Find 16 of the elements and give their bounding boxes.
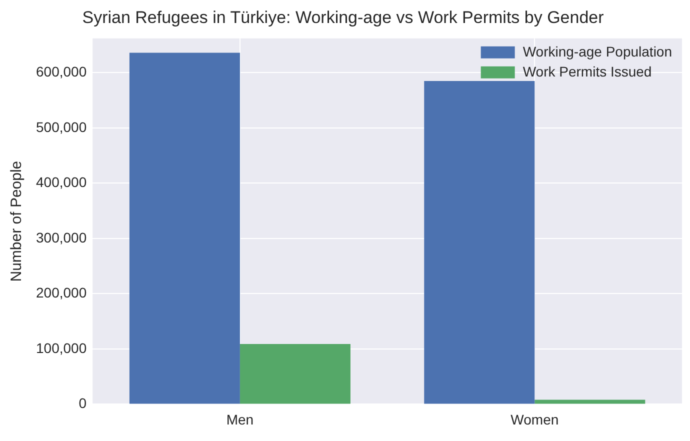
x-tick-label: Women xyxy=(510,411,559,428)
legend-label: Working-age Population xyxy=(522,43,672,60)
y-tick-label: 200,000 xyxy=(36,284,87,301)
bar xyxy=(129,52,240,404)
y-tick-label: 600,000 xyxy=(36,64,87,80)
bar xyxy=(240,344,350,404)
chart-title: Syrian Refugees in Türkiye: Working-age vs Work Permits by Gender xyxy=(82,8,604,27)
y-tick-label: 0 xyxy=(78,395,87,412)
y-tick-label: 400,000 xyxy=(36,174,87,190)
y-tick-label: 500,000 xyxy=(36,118,87,135)
y-axis-title: Number of People xyxy=(8,160,26,282)
legend-label: Work Permits Issued xyxy=(522,63,652,80)
y-tick-label: 100,000 xyxy=(36,340,87,356)
x-tick-label: Men xyxy=(226,411,254,428)
y-tick-label: 300,000 xyxy=(36,229,87,246)
bar xyxy=(424,80,535,404)
